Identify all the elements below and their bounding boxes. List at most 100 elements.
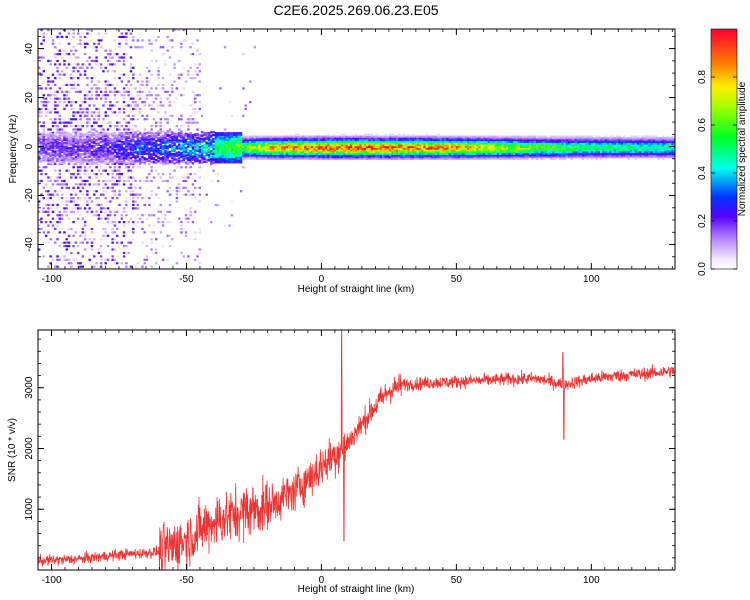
spectrogram-cell	[329, 138, 332, 142]
spectrogram-cell	[166, 155, 169, 158]
spectrogram-cell	[113, 166, 117, 169]
spectrogram-cell	[288, 149, 291, 152]
spectrogram-cell	[313, 138, 316, 142]
spectrogram-cell	[143, 145, 146, 149]
spectrogram-cell	[292, 135, 296, 138]
spectrogram-cell	[106, 207, 110, 210]
spectrogram-cell	[44, 111, 48, 114]
spectrogram-cell	[70, 83, 73, 87]
spectrogram-cell	[377, 152, 380, 155]
spectrogram-cell	[205, 160, 208, 164]
spectrogram-cell	[480, 154, 484, 157]
spectrogram-cell	[72, 197, 75, 200]
spectrogram-cell	[184, 217, 188, 220]
spectrogram-cell	[473, 140, 477, 143]
spectrogram-cell	[56, 221, 59, 224]
spectrogram-cell	[361, 147, 364, 150]
spectrogram-cell	[44, 104, 48, 107]
spectrogram-cell	[462, 137, 465, 140]
spectrogram-cell	[322, 140, 325, 143]
spectrogram-cell	[180, 251, 183, 255]
spectrogram-cell	[467, 150, 470, 154]
spectrogram-cell	[216, 145, 220, 149]
spectrogram-cell	[370, 142, 374, 145]
spectrogram-cell	[83, 73, 87, 76]
spectrogram-cell	[253, 135, 257, 138]
spectrogram-cell	[276, 144, 280, 147]
spectrogram-cell	[90, 87, 94, 90]
spectrogram-cell	[214, 138, 218, 142]
spectrogram-cell	[104, 94, 107, 97]
spectrogram-cell	[90, 152, 94, 155]
spectrogram-cell	[324, 142, 328, 145]
spectrogram-cell	[345, 145, 348, 149]
spectrogram-cell	[405, 149, 408, 152]
spectrogram-cell	[428, 150, 431, 154]
spectrogram-cell	[297, 156, 300, 159]
spectrogram-cell	[290, 147, 293, 150]
spectrogram-cell	[375, 150, 378, 154]
spectrogram-cell	[191, 158, 195, 161]
spectrogram-cell	[127, 169, 130, 172]
spectrogram-cell	[214, 137, 218, 140]
spectrogram-cell	[425, 138, 429, 142]
spectrogram-cell	[86, 147, 89, 150]
spectrogram-cell	[226, 137, 229, 140]
spectrogram-cell	[237, 145, 241, 149]
spectrogram-cell	[476, 138, 479, 142]
spectrogram-cell	[40, 149, 43, 152]
spectrogram-cell	[262, 137, 266, 140]
spectrogram-cell	[122, 137, 126, 140]
spectrogram-cell	[42, 35, 45, 39]
spectrogram-cell	[311, 140, 314, 143]
spectrogram-cell	[175, 125, 179, 128]
spectrogram-cell	[207, 136, 211, 139]
spectrogram-cell	[230, 142, 234, 145]
spectrogram-cell	[320, 154, 323, 157]
spectrogram-cell	[49, 134, 52, 138]
spectrogram-cell	[77, 125, 80, 128]
spectrogram-cell	[363, 145, 367, 149]
spectrogram-cell	[99, 255, 103, 258]
spectrogram-cell	[400, 140, 403, 143]
spectrogram-cell	[239, 145, 243, 149]
spectrogram-cell	[56, 265, 59, 268]
spectrogram-cell	[216, 133, 220, 137]
spectrogram-cell	[194, 160, 197, 163]
spectrogram-cell	[510, 138, 514, 142]
spectrogram-cell	[106, 83, 110, 87]
spectrogram-cell	[244, 142, 247, 145]
spectrogram-cell	[104, 101, 107, 104]
spectrogram-cell	[299, 140, 302, 143]
spectrogram-cell	[93, 265, 96, 268]
spectrogram-cell	[47, 77, 50, 80]
spectrogram-cell	[171, 144, 174, 147]
spectrogram-cell	[320, 149, 323, 152]
spectrogram-cell	[363, 137, 367, 140]
spectrogram-cell	[141, 153, 144, 156]
spectrogram-cell	[437, 140, 440, 143]
spectrogram-cell	[205, 137, 208, 140]
spectrogram-cell	[132, 166, 135, 169]
spectrogram-cell	[198, 154, 201, 157]
spectrogram-cell	[294, 154, 298, 157]
spectrogram-cell	[63, 97, 66, 100]
spectrogram-cell	[508, 152, 511, 155]
spectrogram-cell	[434, 156, 438, 159]
spectrogram-cell	[173, 135, 176, 138]
spectrogram-cell	[329, 137, 332, 140]
spectrogram-cell	[297, 147, 300, 150]
spectrogram-cell	[157, 150, 160, 154]
spectrogram-cell	[77, 83, 80, 87]
spectrogram-cell	[379, 142, 383, 145]
spectrogram-cell	[473, 137, 477, 140]
spectrogram-cell	[230, 152, 234, 155]
spectrogram-cell	[226, 133, 229, 137]
spectrogram-cell	[47, 107, 50, 111]
spectrogram-cell	[446, 150, 449, 154]
spectrogram-cell	[77, 262, 80, 265]
spectrogram-cell	[340, 135, 344, 138]
spectrogram-cell	[196, 140, 199, 143]
spectrogram-cell	[127, 155, 130, 158]
spectrogram-cell	[79, 162, 82, 165]
